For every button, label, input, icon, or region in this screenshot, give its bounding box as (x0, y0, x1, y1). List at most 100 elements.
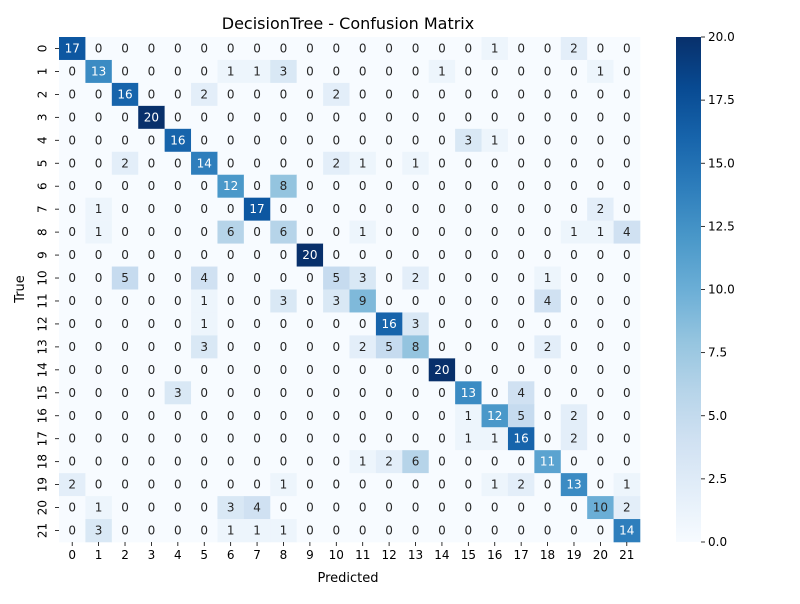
heatmap-cell (455, 381, 482, 405)
heatmap-cell (587, 243, 614, 267)
cell-value-label: 0 (148, 386, 156, 400)
heatmap-cell (534, 59, 562, 84)
y-tick-label: 20 (36, 500, 50, 515)
heatmap-cell (534, 174, 562, 198)
heatmap-cell (111, 105, 139, 130)
heatmap-cell (217, 82, 245, 107)
heatmap-cell (455, 59, 482, 84)
cell-value-label: 0 (385, 202, 393, 216)
cell-value-label: 0 (332, 363, 340, 377)
heatmap-cell (455, 473, 482, 497)
cell-value-label: 0 (174, 271, 182, 285)
cell-value-label: 0 (412, 501, 420, 515)
cell-value-label: 0 (253, 363, 261, 377)
cell-value-label: 0 (95, 340, 103, 354)
cell-value-label: 0 (227, 386, 235, 400)
cell-value-label: 0 (174, 87, 182, 101)
cell-value-label: 2 (570, 41, 578, 55)
colorbar: 0.0 2.5 5.0 7.5 10.0 12.5 15.0 17.5 20.0 (676, 30, 735, 549)
heatmap-cell (85, 105, 113, 130)
cell-value-label: 0 (438, 294, 446, 308)
heatmap-cell (587, 105, 614, 130)
heatmap-cell (613, 82, 641, 107)
x-tick-label: 18 (540, 548, 555, 562)
heatmap-cell (111, 82, 139, 107)
heatmap-cell (587, 381, 614, 405)
heatmap-cell (85, 381, 113, 405)
heatmap-cell (59, 220, 86, 244)
cell-value-label: 0 (623, 133, 631, 147)
cell-value-label: 0 (148, 87, 156, 101)
heatmap-cell (270, 37, 297, 61)
heatmap-cell (402, 243, 430, 267)
cell-value-label: 0 (597, 455, 605, 469)
heatmap-cell (349, 128, 377, 153)
x-tick-label: 3 (148, 548, 156, 562)
y-tick-label: 7 (36, 205, 50, 213)
heatmap-cell (85, 197, 113, 221)
heatmap-cell (296, 289, 324, 313)
heatmap-cell (191, 381, 218, 405)
cell-value-label: 0 (68, 340, 76, 354)
cell-value-label: 0 (121, 41, 129, 55)
cell-value-label: 0 (174, 248, 182, 262)
cell-value-label: 0 (385, 225, 393, 239)
heatmap-cell (191, 197, 218, 221)
cell-value-label: 0 (148, 179, 156, 193)
cell-value-label: 0 (68, 248, 76, 262)
heatmap-cell (349, 473, 377, 497)
heatmap-cell (587, 197, 614, 221)
heatmap-cell (375, 82, 403, 107)
cell-value-label: 0 (623, 64, 631, 78)
cell-value-label: 0 (517, 64, 525, 78)
y-tick-label: 1 (36, 68, 50, 76)
heatmap-cell (191, 151, 218, 176)
heatmap-cell (455, 82, 482, 107)
heatmap-cell (138, 151, 165, 176)
heatmap-cell (164, 174, 192, 198)
cell-value-label: 0 (68, 133, 76, 147)
cell-value-label: 0 (332, 248, 340, 262)
y-tick-label: 18 (36, 454, 50, 469)
cell-value-label: 0 (95, 363, 103, 377)
cell-value-label: 0 (148, 409, 156, 423)
cell-value-label: 0 (517, 363, 525, 377)
cell-value-label: 0 (148, 501, 156, 515)
cell-value-label: 0 (280, 363, 288, 377)
heatmap-cell (59, 358, 86, 382)
cell-value-label: 0 (491, 202, 499, 216)
heatmap-cell (191, 105, 218, 130)
heatmap-cell (323, 105, 350, 130)
heatmap-cell (217, 358, 245, 382)
heatmap-cell (402, 128, 430, 153)
cell-value-label: 0 (359, 41, 367, 55)
heatmap-cell (534, 37, 562, 61)
heatmap-cell (587, 289, 614, 313)
cell-value-label: 0 (544, 248, 552, 262)
cell-value-label: 0 (253, 248, 261, 262)
heatmap-cell (507, 289, 535, 313)
cell-value-label: 0 (544, 156, 552, 170)
heatmap-cell (323, 473, 350, 497)
cell-value-label: 14 (197, 156, 212, 170)
heatmap-cell (560, 404, 588, 428)
heatmap-cell (243, 473, 271, 497)
cell-value-label: 0 (491, 455, 499, 469)
heatmap-cell (111, 220, 139, 244)
heatmap-cell (296, 128, 324, 153)
heatmap-cell (402, 59, 430, 84)
heatmap-cell (534, 243, 562, 267)
y-tick-label: 10 (36, 270, 50, 285)
cell-value-label: 16 (170, 133, 185, 147)
heatmap-cell (85, 37, 113, 61)
cell-value-label: 0 (227, 156, 235, 170)
heatmap-cell (375, 197, 403, 221)
heatmap-cell (507, 404, 535, 428)
heatmap-cell (587, 335, 614, 359)
heatmap-cell (243, 105, 271, 130)
cell-value-label: 0 (597, 41, 605, 55)
heatmap-cell (587, 37, 614, 61)
heatmap-cell (560, 473, 588, 497)
cell-value-label: 0 (623, 386, 631, 400)
heatmap-cell (191, 174, 218, 198)
